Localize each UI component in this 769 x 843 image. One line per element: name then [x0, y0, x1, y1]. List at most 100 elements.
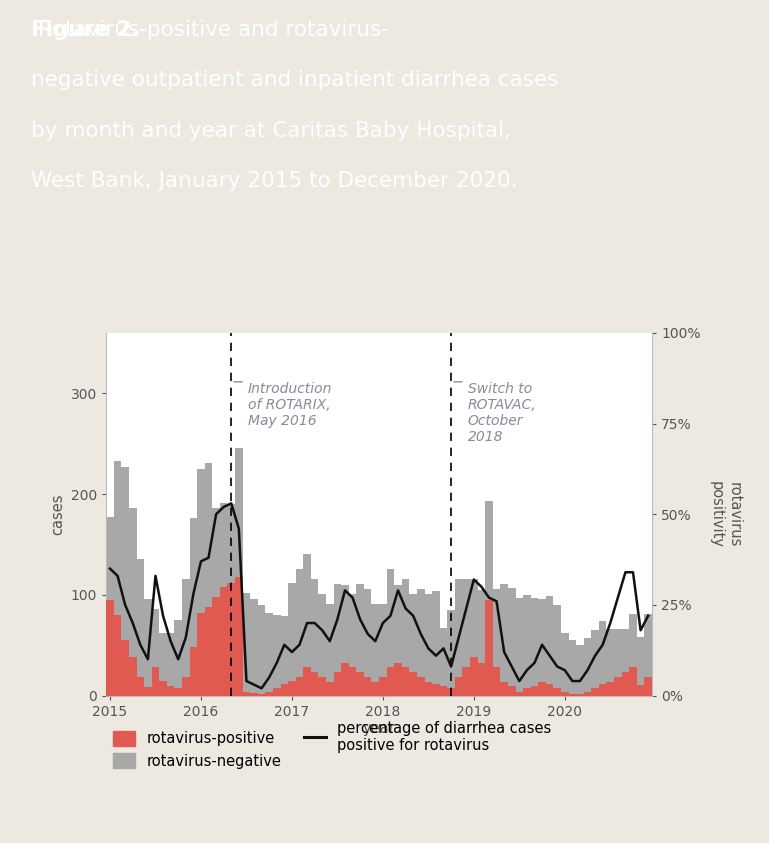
Bar — [228, 504, 235, 695]
Bar — [531, 598, 538, 695]
Bar — [356, 673, 364, 695]
Bar — [190, 518, 197, 695]
Bar — [341, 585, 349, 695]
Bar — [243, 691, 250, 695]
Bar — [417, 588, 424, 695]
Bar — [508, 686, 515, 695]
Bar — [531, 686, 538, 695]
Bar — [197, 613, 205, 695]
Bar — [470, 578, 478, 695]
Bar — [296, 569, 303, 695]
Bar — [402, 668, 409, 695]
Text: Switch to
ROTAVAC,
October
2018: Switch to ROTAVAC, October 2018 — [468, 382, 537, 444]
Bar — [303, 668, 311, 695]
Bar — [190, 647, 197, 695]
Bar — [114, 461, 122, 695]
Bar — [607, 683, 614, 695]
Bar — [334, 673, 341, 695]
Bar — [151, 609, 159, 695]
Bar — [349, 593, 356, 695]
Bar — [485, 501, 493, 695]
Text: West Bank, January 2015 to December 2020.: West Bank, January 2015 to December 2020… — [31, 171, 518, 191]
Bar — [235, 448, 243, 695]
Bar — [478, 663, 485, 695]
Bar — [448, 689, 455, 695]
Bar — [455, 678, 462, 695]
Bar — [311, 673, 318, 695]
Bar — [129, 508, 137, 695]
Bar — [409, 593, 417, 695]
Bar — [599, 621, 607, 695]
Bar — [485, 600, 493, 695]
Bar — [554, 689, 561, 695]
Bar — [470, 658, 478, 695]
Bar — [561, 633, 568, 695]
Bar — [144, 599, 151, 695]
Bar — [599, 685, 607, 695]
Bar — [129, 658, 137, 695]
Bar — [607, 629, 614, 695]
Bar — [250, 693, 258, 695]
Bar — [515, 691, 523, 695]
Bar — [212, 597, 220, 695]
Bar — [379, 604, 387, 695]
Bar — [175, 620, 182, 695]
Bar — [379, 678, 387, 695]
Bar — [159, 633, 167, 695]
Bar — [394, 663, 402, 695]
Bar — [205, 607, 212, 695]
Bar — [424, 593, 432, 695]
Bar — [554, 605, 561, 695]
Bar — [326, 683, 334, 695]
Bar — [326, 604, 334, 695]
Bar — [265, 613, 273, 695]
Bar — [501, 583, 508, 695]
Bar — [364, 588, 371, 695]
Bar — [296, 678, 303, 695]
Bar — [281, 616, 288, 695]
Bar — [424, 683, 432, 695]
Bar — [629, 668, 637, 695]
Text: by month and year at Caritas Baby Hospital,: by month and year at Caritas Baby Hospit… — [31, 121, 511, 141]
Bar — [137, 678, 144, 695]
Bar — [394, 585, 402, 695]
Bar — [212, 508, 220, 695]
Bar — [243, 593, 250, 695]
Bar — [508, 588, 515, 695]
Bar — [448, 610, 455, 695]
Bar — [523, 689, 531, 695]
Bar — [106, 518, 114, 695]
Bar — [273, 689, 281, 695]
Bar — [197, 469, 205, 695]
Bar — [493, 668, 501, 695]
Bar — [402, 578, 409, 695]
Legend: rotavirus-positive, rotavirus-negative, percentage of diarrhea cases
positive fo: rotavirus-positive, rotavirus-negative, … — [114, 721, 551, 769]
Bar — [455, 578, 462, 695]
Bar — [349, 668, 356, 695]
Bar — [122, 467, 129, 695]
Bar — [478, 590, 485, 695]
Bar — [235, 577, 243, 695]
Text: Introduction
of ROTARIX,
May 2016: Introduction of ROTARIX, May 2016 — [248, 382, 332, 428]
Bar — [175, 689, 182, 695]
Bar — [281, 685, 288, 695]
Bar — [303, 554, 311, 695]
Bar — [462, 668, 470, 695]
Bar — [576, 694, 584, 695]
Bar — [637, 685, 644, 695]
Bar — [523, 595, 531, 695]
Bar — [614, 629, 621, 695]
Bar — [106, 600, 114, 695]
Bar — [228, 583, 235, 695]
Bar — [250, 599, 258, 695]
Y-axis label: cases: cases — [50, 493, 65, 535]
Bar — [220, 503, 228, 695]
Bar — [318, 593, 326, 695]
Bar — [561, 691, 568, 695]
Bar — [167, 686, 175, 695]
Bar — [159, 681, 167, 695]
Bar — [182, 578, 190, 695]
Bar — [137, 559, 144, 695]
Bar — [493, 588, 501, 695]
Bar — [568, 694, 576, 695]
